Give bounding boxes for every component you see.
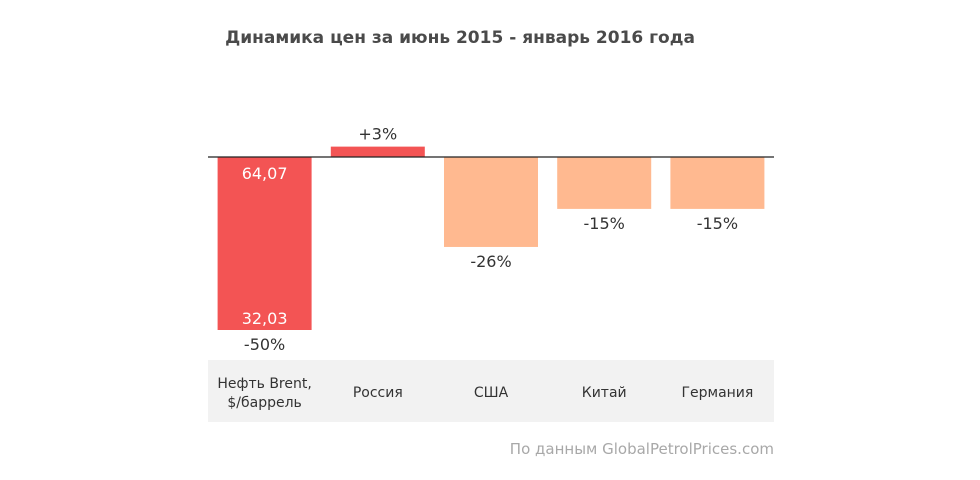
tick-label: Германия [681, 385, 753, 401]
source-note: По данным GlobalPetrolPrices.com [509, 440, 774, 458]
category-band [208, 360, 774, 422]
bar [557, 157, 652, 209]
tick-label: США [474, 385, 509, 401]
bar [444, 157, 538, 247]
tick-label: Нефть Brent, [217, 376, 311, 392]
chart-title: Динамика цен за июнь 2015 - январь 2016 … [225, 28, 695, 48]
tick-label: $/баррель [227, 395, 301, 411]
brent-start-price: 64,07 [242, 164, 288, 183]
bar [217, 157, 312, 330]
data-label: -15% [584, 214, 625, 233]
data-label: +3% [358, 125, 397, 144]
bar [670, 157, 765, 209]
data-label: -26% [470, 252, 511, 271]
data-label: -50% [244, 335, 285, 354]
data-label: -15% [697, 214, 738, 233]
brent-end-price: 32,03 [242, 309, 288, 328]
tick-label: Россия [353, 385, 403, 401]
tick-label: Китай [582, 385, 627, 401]
bar [330, 146, 425, 157]
